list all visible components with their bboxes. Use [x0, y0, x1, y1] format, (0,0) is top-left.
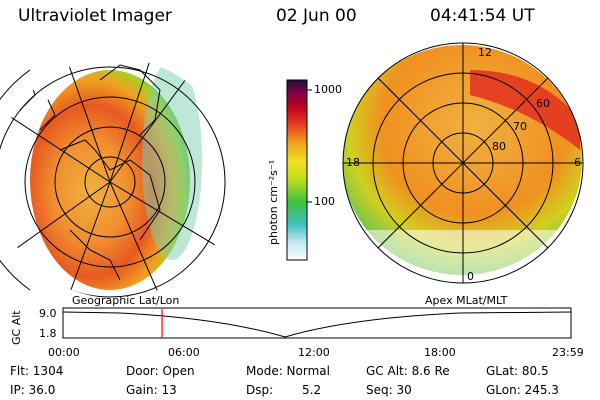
timeline-xtick-0000: 00:00 — [48, 346, 80, 359]
timeline-ytick-1-8: 1.8 — [39, 327, 57, 340]
mlt-label-12: 12 — [478, 46, 492, 59]
flight-number: Flt: 1304 — [10, 364, 64, 378]
sequence: Seq: 30 — [366, 383, 412, 397]
colorbar-tick-1000: 1000 — [314, 83, 342, 96]
image-date: 02 Jun 00 — [276, 6, 357, 26]
dsp-label: Dsp: — [246, 383, 274, 397]
gc-altitude: GC Alt: 8.6 Re — [366, 364, 450, 378]
mode-value: Mode: Normal — [246, 364, 330, 378]
instrument-title: Ultraviolet Imager — [18, 6, 172, 26]
lat-label-70: 70 — [513, 120, 527, 133]
right-panel-caption: Apex MLat/MLT — [425, 294, 508, 307]
timeline-xtick-2359: 23:59 — [552, 346, 584, 359]
image-time: 04:41:54 UT — [430, 6, 535, 26]
colorbar-tick-100: 100 — [314, 195, 335, 208]
timeline-ytick-9: 9.0 — [39, 307, 57, 320]
mlt-label-6: 6 — [574, 156, 581, 169]
ip-value: IP: 36.0 — [10, 383, 56, 397]
geo-longitude: GLon: 245.3 — [486, 383, 559, 397]
lat-label-80: 80 — [492, 140, 506, 153]
lat-label-60: 60 — [536, 97, 550, 110]
timeline-xtick-0600: 06:00 — [168, 346, 200, 359]
gain-value: Gain: 13 — [126, 383, 177, 397]
door-status: Door: Open — [126, 364, 195, 378]
geo-latitude: GLat: 80.5 — [486, 364, 549, 378]
mlt-label-18: 18 — [346, 156, 360, 169]
timeline-xtick-1200: 12:00 — [298, 346, 330, 359]
timeline-xtick-1800: 18:00 — [424, 346, 456, 359]
dsp-value: 5.2 — [302, 383, 322, 397]
mlt-label-0: 0 — [467, 270, 474, 283]
left-panel-caption: Geographic Lat/Lon — [72, 294, 180, 307]
